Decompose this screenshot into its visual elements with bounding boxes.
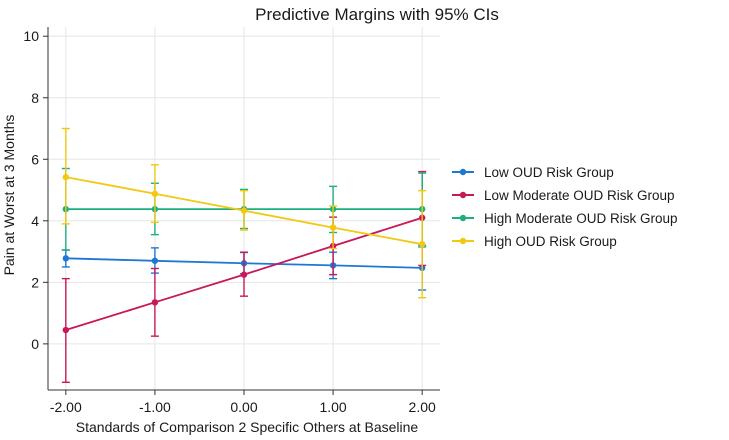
legend-item: Low Moderate OUD Risk Group (452, 188, 675, 203)
legend-label: Low Moderate OUD Risk Group (484, 188, 675, 203)
y-tick-label: 2 (31, 274, 39, 290)
data-point (151, 190, 159, 197)
y-tick-label: 6 (31, 151, 39, 167)
y-axis-title: Pain at Worst at 3 Months (1, 115, 17, 276)
legend-swatch-marker (459, 214, 467, 222)
data-point (62, 173, 70, 181)
data-point (240, 207, 248, 214)
legend-label: Low OUD Risk Group (484, 165, 614, 180)
data-point (62, 255, 70, 262)
x-tick-label: 0.00 (230, 399, 257, 415)
y-tick-label: 0 (31, 336, 39, 352)
x-axis-title: Standards of Comparison 2 Specific Other… (76, 419, 419, 435)
x-tick-label: 2.00 (409, 399, 436, 415)
chart-title: Predictive Margins with 95% CIs (255, 5, 499, 24)
legend-item: High Moderate OUD Risk Group (452, 211, 678, 226)
legend-item: Low OUD Risk Group (452, 165, 614, 180)
data-point (240, 271, 248, 278)
y-tick-label: 4 (31, 213, 39, 229)
data-point (418, 240, 426, 248)
x-tick-label: 1.00 (319, 399, 346, 415)
x-tick-label: -2.00 (50, 399, 82, 415)
x-tick-label: -1.00 (139, 399, 171, 415)
legend-label: High OUD Risk Group (484, 234, 617, 249)
data-point (151, 257, 159, 264)
legend-swatch-marker (459, 191, 467, 199)
legend-item: High OUD Risk Group (452, 234, 617, 249)
series-layer (61, 127, 427, 384)
axes: 0 2 4 6 8 10 -2.00 -1.00 0.00 1.00 2.00 (23, 27, 440, 415)
y-tick-label: 10 (23, 28, 39, 44)
legend-swatch-marker (459, 237, 467, 245)
series-4 (61, 127, 427, 299)
data-point (62, 326, 70, 334)
y-tick-label: 8 (31, 90, 39, 106)
legend: Low OUD Risk Group Low Moderate OUD Risk … (452, 165, 678, 249)
legend-swatch-marker (459, 168, 467, 176)
data-point (151, 299, 159, 306)
legend-label: High Moderate OUD Risk Group (484, 211, 678, 226)
data-point (329, 224, 337, 231)
